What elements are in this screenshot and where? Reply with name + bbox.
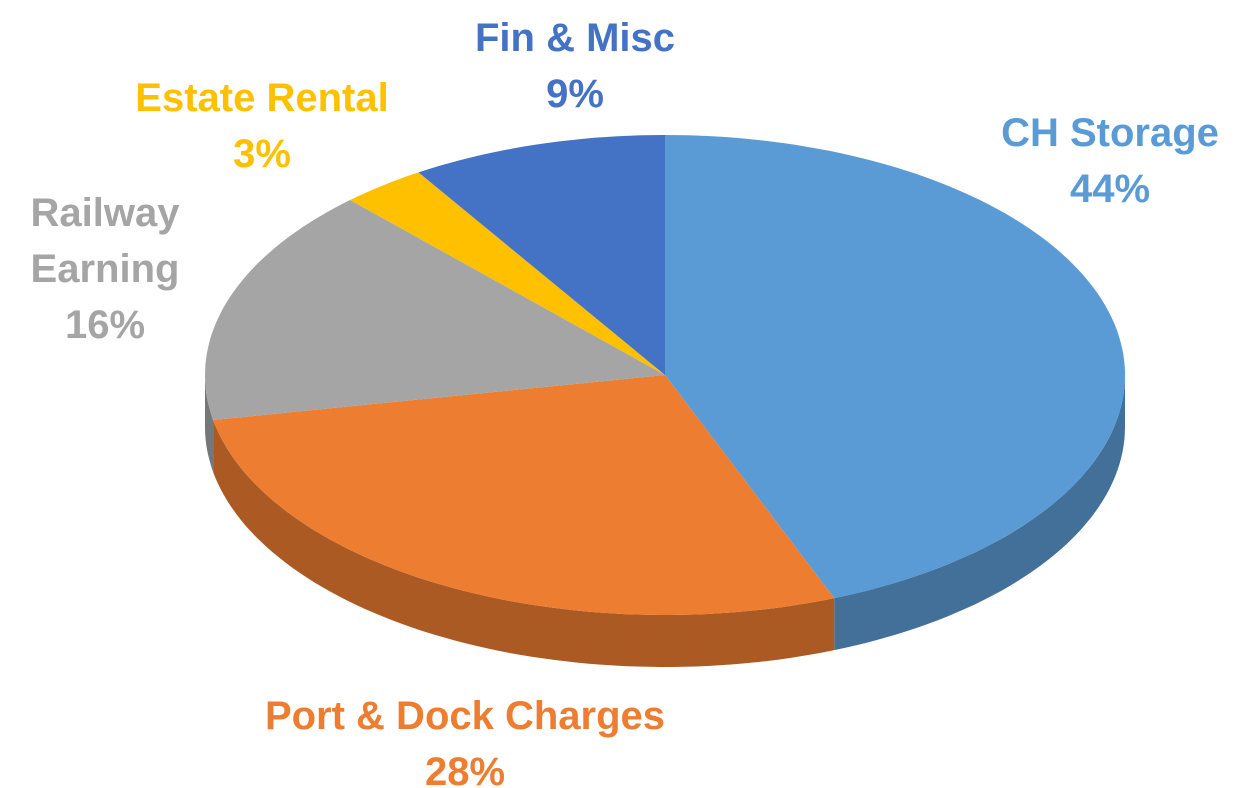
category-label: Railway Earning [30,191,180,291]
value-label: 28% [424,750,506,788]
category-label: CH Storage [1001,111,1219,155]
category-label: Fin & Misc [474,16,676,60]
slice [350,172,665,375]
slice [205,200,665,420]
slice-side [213,420,835,667]
slice-label: Estate Rental 3% [82,70,442,182]
slice [418,135,665,375]
slice-side [834,375,1125,651]
value-label: 44% [1069,167,1151,211]
value-label: 16% [64,303,146,347]
slice-label: Railway Earning 16% [5,185,205,353]
value-label: 9% [546,72,604,116]
slice-label: Fin & Misc 9% [425,10,725,122]
slice [665,135,1125,599]
slice [213,375,835,615]
slice-side [205,375,214,472]
category-label: Port & Dock Charges [264,694,666,738]
slice-label: Port & Dock Charges 28% [185,688,745,788]
value-label: 3% [233,132,291,176]
category-label: Estate Rental [135,76,389,120]
slice-label: CH Storage 44% [960,105,1253,217]
